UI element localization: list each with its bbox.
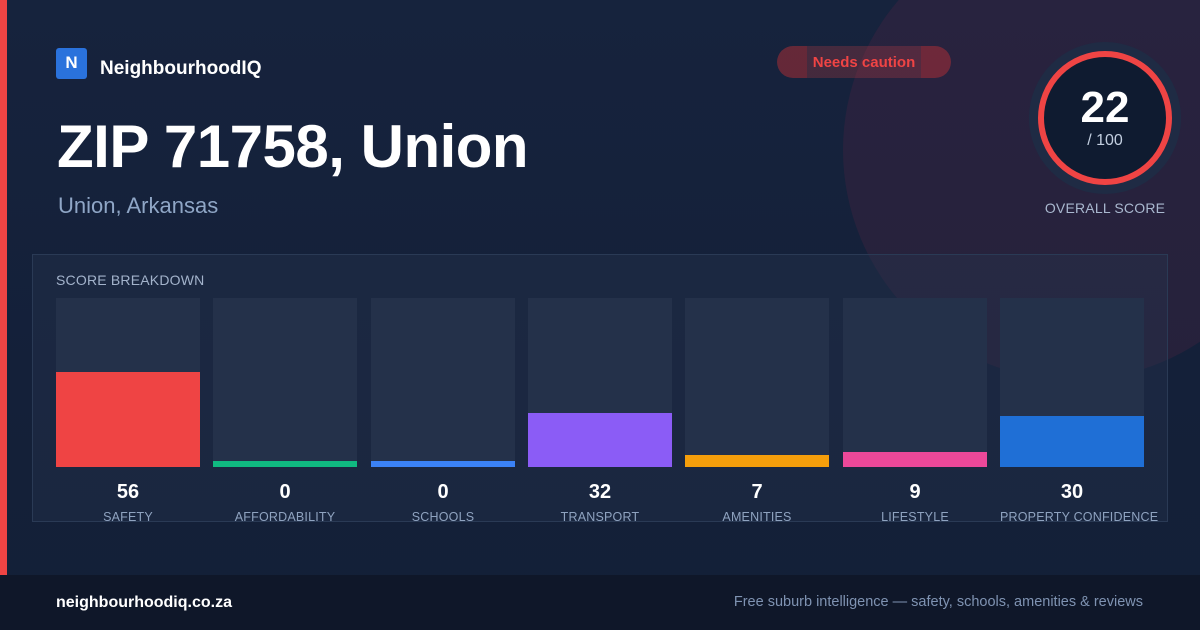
score-bar-label: SAFETY	[103, 510, 153, 524]
page-title: ZIP 71758, Union	[57, 113, 529, 180]
overall-score-max: / 100	[1087, 132, 1123, 149]
score-bar-track	[213, 298, 357, 467]
score-bar-label: AMENITIES	[722, 510, 792, 524]
score-bar-label: TRANSPORT	[560, 510, 640, 524]
score-bar-fill	[843, 452, 987, 467]
brand-name: NeighbourhoodIQ	[100, 58, 262, 79]
brand-logo-icon: N	[56, 47, 87, 79]
score-bar-fill	[213, 461, 357, 467]
score-bar-fill	[1000, 416, 1144, 467]
score-bar-value: 30	[1060, 481, 1084, 503]
score-bar-label: AFFORDABILITY	[234, 510, 336, 524]
score-bar-label: PROPERTY CONFIDENCE	[1000, 510, 1159, 524]
score-bar-fill	[371, 461, 515, 467]
score-bar-fill	[685, 455, 829, 467]
score-bar-lifestyle: 9 LIFESTYLE	[843, 298, 987, 524]
overall-score-value: 22	[1080, 83, 1130, 132]
status-badge-label: Needs caution	[812, 53, 916, 71]
score-bar-track	[56, 298, 200, 467]
score-bar-value: 0	[437, 481, 449, 503]
score-bar-value: 9	[909, 481, 921, 503]
score-bar-schools: 0 SCHOOLS	[371, 298, 515, 524]
score-bar-track	[685, 298, 829, 467]
score-bar-value: 0	[279, 481, 291, 503]
score-bar-property-confidence: 30 PROPERTY CONFIDENCE	[1000, 298, 1159, 524]
accent-stripe	[0, 0, 7, 575]
footer: neighbourhoodiq.co.za Free suburb intell…	[0, 575, 1200, 630]
footer-tagline: Free suburb intelligence — safety, schoo…	[733, 594, 1143, 610]
score-bar-track	[371, 298, 515, 467]
overall-score-label: OVERALL SCORE	[1044, 200, 1166, 216]
score-bar-track	[528, 298, 672, 467]
score-bar-track	[843, 298, 987, 467]
score-bar-fill	[56, 372, 200, 467]
score-bar-fill	[528, 413, 672, 467]
footer-url[interactable]: neighbourhoodiq.co.za	[56, 594, 232, 611]
score-bar-value: 7	[751, 481, 763, 503]
score-breakdown-heading: SCORE BREAKDOWN	[56, 272, 205, 288]
score-bar-label: SCHOOLS	[411, 510, 475, 524]
overall-score-ring	[1029, 42, 1181, 194]
score-bar-safety: 56 SAFETY	[56, 298, 200, 524]
score-bar-track	[1000, 298, 1144, 467]
score-bar-transport: 32 TRANSPORT	[528, 298, 672, 524]
page-subtitle: Union, Arkansas	[58, 193, 219, 218]
score-bar-label: LIFESTYLE	[881, 510, 949, 524]
score-bar-value: 56	[116, 481, 140, 503]
score-bar-amenities: 7 AMENITIES	[685, 298, 829, 524]
brand[interactable]: N NeighbourhoodIQ	[56, 46, 261, 80]
score-bar-value: 32	[588, 481, 612, 503]
score-bar-affordability: 0 AFFORDABILITY	[213, 298, 357, 524]
status-badge: Needs caution	[777, 46, 951, 78]
